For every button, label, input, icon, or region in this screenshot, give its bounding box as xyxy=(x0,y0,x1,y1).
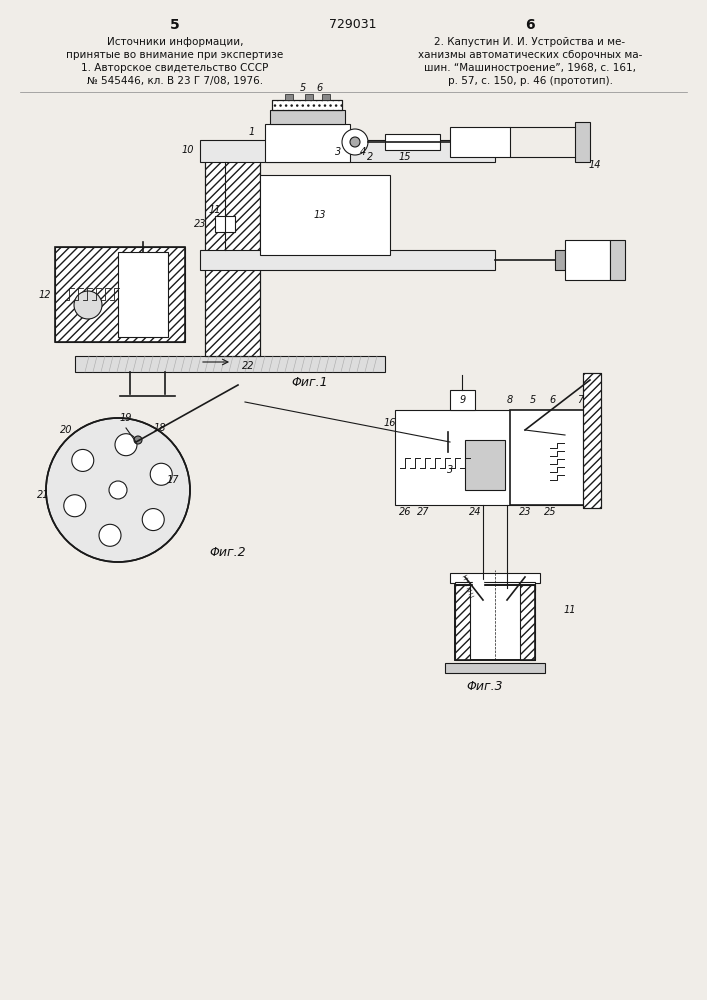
Text: № 545446, кл. В 23 Г 7/08, 1976.: № 545446, кл. В 23 Г 7/08, 1976. xyxy=(87,76,263,86)
Polygon shape xyxy=(473,580,483,605)
Text: 25: 25 xyxy=(544,507,556,517)
Circle shape xyxy=(342,129,368,155)
Bar xyxy=(583,373,601,508)
Circle shape xyxy=(64,495,86,517)
Text: 17: 17 xyxy=(167,475,180,485)
Bar xyxy=(270,110,345,124)
Text: 22: 22 xyxy=(242,361,255,371)
Bar xyxy=(260,175,390,255)
Circle shape xyxy=(150,463,173,485)
Bar xyxy=(610,240,625,280)
Text: 12: 12 xyxy=(39,290,51,300)
Circle shape xyxy=(74,291,102,319)
Bar xyxy=(118,252,168,337)
Text: 6: 6 xyxy=(317,83,323,93)
Bar xyxy=(265,124,350,162)
Text: 11: 11 xyxy=(209,205,221,215)
Bar xyxy=(445,663,545,673)
Bar xyxy=(200,250,495,270)
Text: 6: 6 xyxy=(550,395,556,405)
Circle shape xyxy=(72,449,94,471)
Circle shape xyxy=(115,434,137,456)
Text: 8: 8 xyxy=(507,395,513,405)
Text: 6: 6 xyxy=(525,18,534,32)
Text: 27: 27 xyxy=(416,507,429,517)
Text: Источники информации,: Источники информации, xyxy=(107,37,243,47)
Bar xyxy=(205,156,260,356)
Bar xyxy=(385,134,440,150)
Text: 20: 20 xyxy=(60,425,72,435)
Text: 1: 1 xyxy=(249,127,255,137)
Bar xyxy=(272,100,342,110)
Bar xyxy=(450,127,510,157)
Bar xyxy=(322,94,330,100)
Text: 5: 5 xyxy=(530,395,536,405)
Text: 23: 23 xyxy=(194,219,206,229)
Bar xyxy=(55,247,185,342)
Text: Φиг.3: Φиг.3 xyxy=(467,680,503,694)
Bar xyxy=(205,156,260,356)
Circle shape xyxy=(134,436,142,444)
Bar xyxy=(455,585,535,660)
Text: ханизмы автоматических сборочных ма-: ханизмы автоматических сборочных ма- xyxy=(418,50,642,60)
Text: 4: 4 xyxy=(360,147,366,157)
Text: 10: 10 xyxy=(182,145,194,155)
Bar xyxy=(455,582,535,590)
Bar xyxy=(285,94,293,100)
Text: Φиг.2: Φиг.2 xyxy=(210,546,246,558)
Text: 19: 19 xyxy=(119,413,132,423)
Circle shape xyxy=(99,524,121,546)
Circle shape xyxy=(46,418,190,562)
Bar xyxy=(455,585,470,660)
Bar xyxy=(450,573,540,583)
Text: шин. “Машиностроение”, 1968, с. 161,: шин. “Машиностроение”, 1968, с. 161, xyxy=(424,63,636,73)
Bar xyxy=(395,410,595,505)
Circle shape xyxy=(350,137,360,147)
Bar xyxy=(583,373,601,508)
Bar xyxy=(450,390,475,410)
Bar xyxy=(510,410,590,505)
Bar xyxy=(555,250,565,270)
Bar xyxy=(575,122,590,162)
Bar xyxy=(565,240,610,280)
Circle shape xyxy=(109,481,127,499)
Bar xyxy=(444,452,452,460)
Text: 9: 9 xyxy=(460,395,466,405)
Text: 15: 15 xyxy=(399,152,411,162)
Text: 24: 24 xyxy=(469,507,481,517)
Text: 1. Авторское свидетельство СССР: 1. Авторское свидетельство СССР xyxy=(81,63,269,73)
Text: 3: 3 xyxy=(447,465,453,475)
Circle shape xyxy=(446,438,454,446)
Text: 14: 14 xyxy=(589,160,601,170)
Text: 21: 21 xyxy=(37,490,49,500)
Text: 5: 5 xyxy=(300,83,306,93)
Text: 23: 23 xyxy=(519,507,531,517)
Bar xyxy=(200,140,495,162)
Bar xyxy=(215,216,235,232)
Text: 2. Капустин И. И. Устройства и ме-: 2. Капустин И. И. Устройства и ме- xyxy=(434,37,626,47)
Bar xyxy=(465,440,505,490)
Bar xyxy=(305,94,313,100)
Circle shape xyxy=(142,509,164,531)
Text: Φиг.1: Φиг.1 xyxy=(292,375,328,388)
Text: 7: 7 xyxy=(577,395,583,405)
Text: 13: 13 xyxy=(314,210,326,220)
Bar xyxy=(55,247,185,342)
Bar xyxy=(272,100,342,110)
Text: 18: 18 xyxy=(153,423,166,433)
Text: 16: 16 xyxy=(384,418,396,428)
Text: 729031: 729031 xyxy=(329,18,377,31)
Text: 11: 11 xyxy=(563,605,576,615)
Text: 2: 2 xyxy=(367,152,373,162)
Bar xyxy=(75,356,385,372)
Text: принятые во внимание при экспертизе: принятые во внимание при экспертизе xyxy=(66,50,284,60)
Text: 3: 3 xyxy=(335,147,341,157)
Bar xyxy=(455,585,535,660)
Text: р. 57, с. 150, р. 46 (прототип).: р. 57, с. 150, р. 46 (прототип). xyxy=(448,76,612,86)
Bar xyxy=(520,585,535,660)
Text: 5: 5 xyxy=(170,18,180,32)
Text: 26: 26 xyxy=(399,507,411,517)
